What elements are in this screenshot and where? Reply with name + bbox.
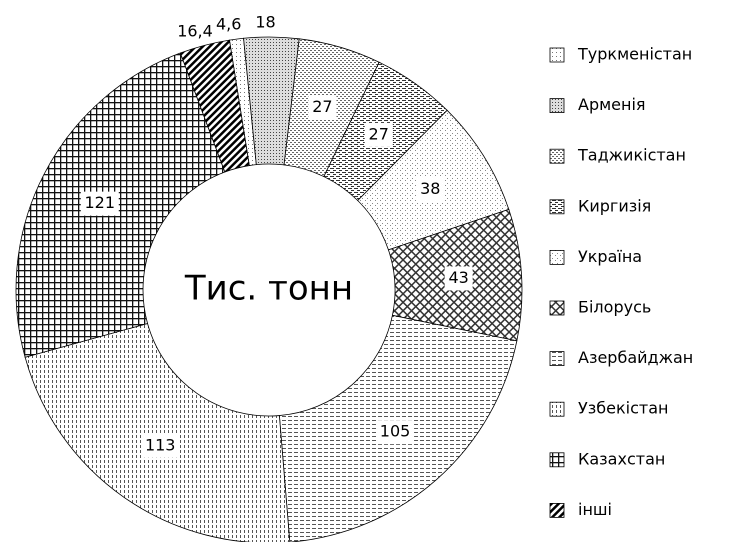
slice — [24, 323, 291, 542]
legend-label: Азербайджан — [578, 348, 693, 367]
data-label: 27 — [312, 97, 332, 116]
label-bg — [141, 433, 180, 458]
legend-swatch — [549, 47, 565, 63]
legend-swatch — [549, 98, 565, 113]
data-label: 27 — [369, 124, 389, 143]
label-bg — [376, 420, 415, 445]
label-bg — [364, 122, 393, 147]
center-label: Тис. тонн — [184, 269, 353, 309]
legend-swatch — [549, 199, 565, 215]
legend-label: Узбекістан — [578, 399, 668, 418]
legend-swatch — [549, 401, 565, 417]
legend-label: Арменія — [578, 95, 646, 114]
label-bg — [80, 191, 119, 216]
data-label: 121 — [84, 193, 115, 212]
legend-label: Україна — [578, 247, 642, 266]
legend-swatch — [549, 452, 565, 468]
label-bg — [308, 95, 337, 120]
data-label: 105 — [380, 422, 411, 441]
legend-label: інші — [578, 500, 612, 519]
legend-label: Казахстан — [578, 449, 665, 468]
legend-swatch — [549, 249, 565, 265]
data-label: 113 — [145, 435, 176, 454]
legend-swatch — [549, 351, 565, 367]
legend-label: Білорусь — [578, 298, 651, 317]
legend-label: Киргизія — [578, 196, 651, 215]
label-bg — [416, 177, 445, 202]
legend-label: Таджикістан — [577, 146, 686, 165]
legend-swatch — [549, 148, 565, 164]
legend-label: Туркменістан — [577, 45, 692, 64]
legend-swatch — [549, 502, 565, 518]
legend-swatch — [549, 300, 565, 316]
slice — [15, 52, 226, 358]
data-label: 18 — [255, 13, 275, 32]
label-bg — [444, 266, 473, 291]
data-label: 43 — [448, 268, 468, 287]
data-label: 38 — [420, 179, 440, 198]
data-label: 16,4 — [177, 21, 213, 40]
slice — [179, 39, 250, 173]
data-label: 4,6 — [216, 15, 241, 34]
